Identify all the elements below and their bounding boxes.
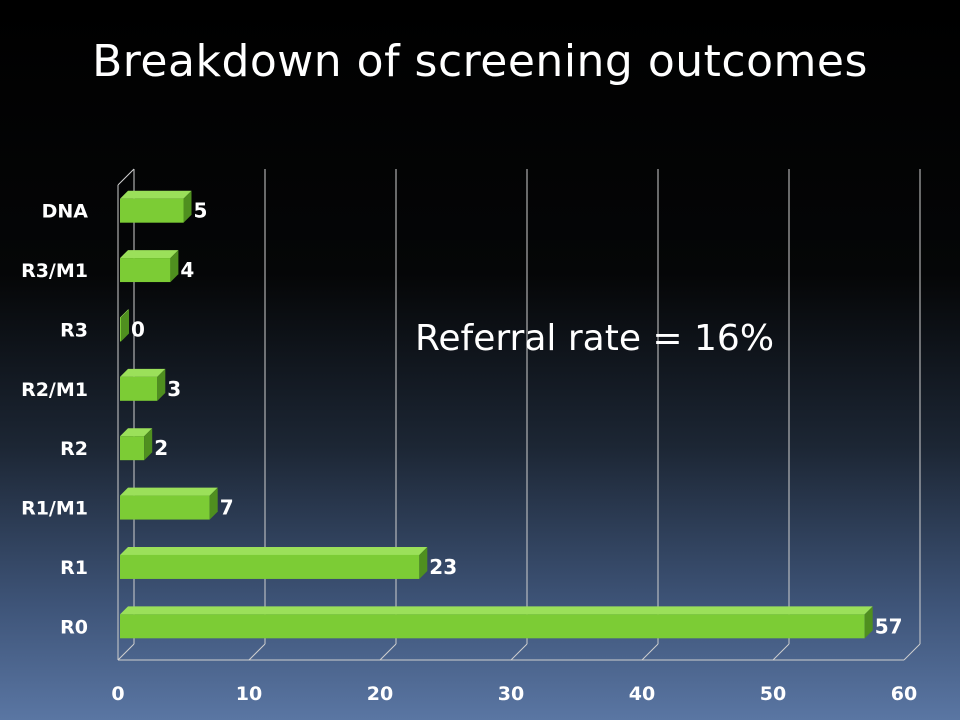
floor-line-60 [903,643,921,661]
data-label: 57 [875,614,903,638]
bar-r2-m1 [120,368,166,401]
bar-r0 [120,606,873,639]
category-label: R1/M1 [21,498,88,520]
referral-rate-annotation: Referral rate = 16% [415,318,774,359]
bar-r2 [120,428,153,461]
bar-dna [120,190,192,223]
bars [120,190,873,639]
x-tick-label: 60 [891,683,917,705]
labels: 0 10 20 30 40 50 60 R0 57 R1 23 R1/M1 7 R2 2 R2/M1 3 R3 0 R… [21,199,917,705]
bar-front-face [120,436,145,461]
bar-r1-m1 [120,487,218,520]
data-label: 2 [154,436,168,460]
bar-side-face [864,606,873,639]
data-label: 23 [429,555,457,579]
bar-front-face [120,554,420,579]
floor-line-30 [510,643,528,661]
chart-title: Breakdown of screening outcomes [92,36,868,87]
x-tick-label: 0 [111,683,124,705]
bar-side-face [183,190,192,223]
category-label: R3 [60,319,88,341]
data-label: 7 [220,496,234,520]
bar-top-face [120,428,153,437]
bar-top-face [120,190,192,199]
floor-line-50 [772,643,790,661]
x-tick-label: 10 [236,683,262,705]
category-label: R2 [60,438,88,460]
floor-line-10 [248,643,266,661]
x-tick-label: 20 [367,683,393,705]
category-label: R2/M1 [21,379,88,401]
category-label: R1 [60,557,88,579]
bar-top-face [120,606,873,615]
bar-top-face [120,546,428,555]
bar-side-face [121,309,129,342]
bar-r1 [120,546,428,579]
bar-front-face [120,258,171,283]
category-label: R3/M1 [21,260,88,282]
floor-line-0 [117,643,135,661]
bar-side-face [144,428,153,461]
data-label: 4 [180,258,194,282]
gridlines [117,169,921,661]
floor-line-20 [379,643,397,661]
category-label: DNA [42,201,89,223]
bar-top-face [120,309,129,318]
x-tick-label: 40 [629,683,655,705]
bar-side-face [170,250,179,283]
bar-r3-m1 [120,250,179,283]
bar-side-face [209,487,218,520]
bar-top-face [120,250,179,259]
bar-front-face [120,376,158,401]
bar-r3 [120,309,129,342]
axes [117,168,904,661]
x-tick-label: 30 [498,683,524,705]
bar-front-face [120,495,210,520]
data-label: 3 [167,377,181,401]
bar-front-face [120,614,865,639]
bar-front-face [120,317,121,342]
bar-front-face [120,198,184,223]
bar-side-face [419,546,428,579]
bar-top-face [120,368,166,377]
bar-top-face [120,487,218,496]
bar-side-face [157,368,166,401]
y-axis-top-edge [117,168,135,186]
category-label: R0 [60,616,88,638]
data-label: 0 [131,317,145,341]
floor-line-40 [641,643,659,661]
data-label: 5 [194,199,208,223]
x-tick-label: 50 [760,683,786,705]
